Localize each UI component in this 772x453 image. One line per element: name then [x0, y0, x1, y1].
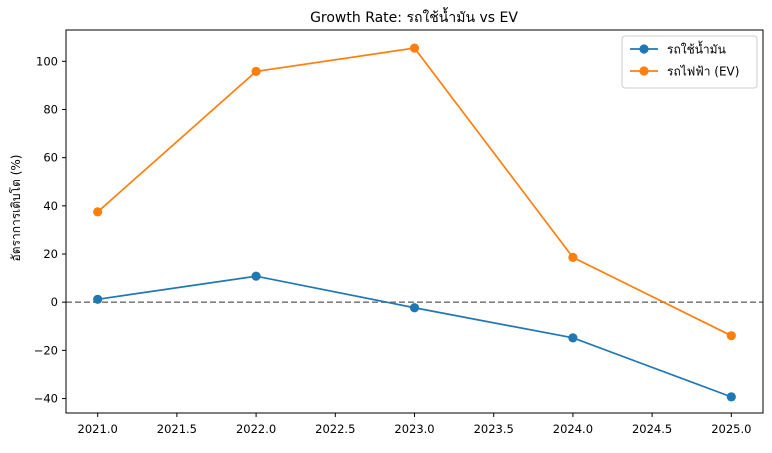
y-axis-label: อัตราการเติบโต (%) — [9, 155, 23, 262]
series-1-point — [568, 333, 578, 343]
x-tick-label: 2021.0 — [78, 422, 118, 436]
legend-marker-2 — [639, 66, 649, 76]
y-tick-label: 20 — [43, 247, 58, 261]
x-tick-label: 2021.5 — [157, 422, 197, 436]
x-tick-label: 2022.5 — [315, 422, 355, 436]
y-tick-label: 100 — [36, 54, 58, 68]
legend-label-2: รถไฟฟ้า (EV) — [667, 65, 739, 79]
x-tick-label: 2023.0 — [394, 422, 434, 436]
chart-title: Growth Rate: รถใช้น้ำมัน vs EV — [310, 7, 518, 26]
series-layer — [93, 43, 736, 402]
series-1-point — [409, 303, 420, 313]
y-tick-label: −40 — [34, 392, 58, 406]
series-2-point — [251, 66, 261, 77]
y-tick-label: −20 — [34, 343, 58, 357]
series-1-point — [93, 294, 103, 304]
y-tick-label: 80 — [43, 102, 58, 116]
series-2-point — [93, 207, 103, 217]
series-2-point — [726, 331, 736, 341]
series-1-point — [251, 271, 261, 281]
y-tick-label: 0 — [51, 295, 58, 309]
x-tick-label: 2023.5 — [474, 422, 514, 436]
x-tick-label: 2025.0 — [711, 422, 751, 436]
series-1-point — [726, 392, 736, 402]
y-tick-label: 60 — [43, 151, 58, 165]
series-line-2 — [97, 47, 732, 337]
legend-marker-1 — [639, 44, 649, 54]
series-2-point — [409, 43, 420, 53]
y-axis: −40 −20 0 20 40 60 80 100 — [34, 54, 66, 406]
x-tick-label: 2022.0 — [236, 422, 276, 436]
legend-label-1: รถใช้น้ำมัน — [667, 41, 726, 57]
x-tick-label: 2024.0 — [553, 422, 593, 436]
x-axis: 2021.0 2021.5 2022.0 2022.5 2023.0 2023.5 2024… — [78, 413, 751, 436]
x-tick-label: 2024.5 — [632, 422, 672, 436]
series-2-point — [568, 252, 578, 262]
y-tick-label: 40 — [43, 199, 58, 213]
series-line-1 — [97, 275, 732, 398]
